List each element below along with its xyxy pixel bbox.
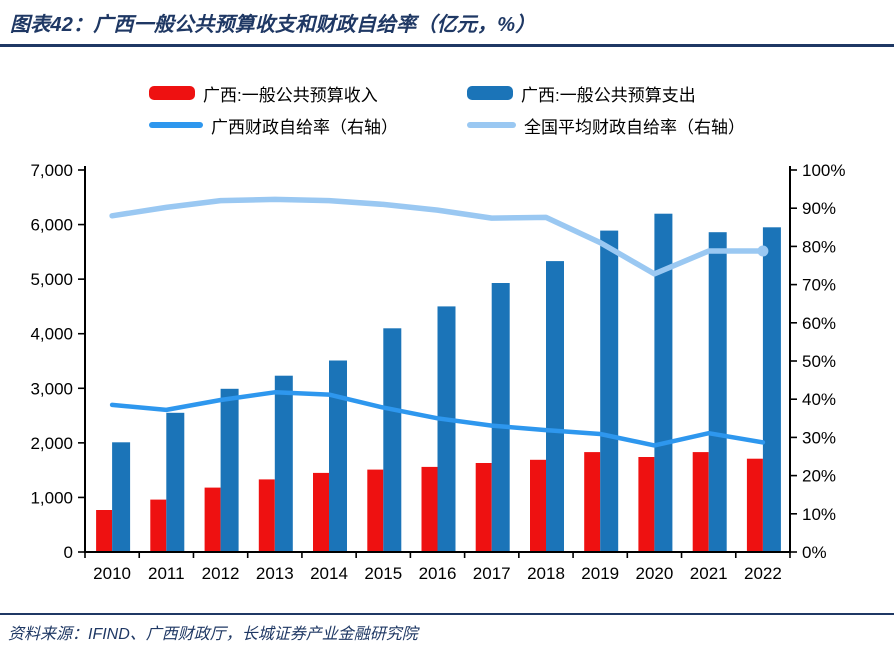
x-tick-label: 2019 [581,564,619,583]
bar [546,261,564,552]
left-tick-label: 3,000 [30,379,73,398]
right-tick-label: 50% [802,352,836,371]
right-axis-ticks: 0% 10% 20% 30% 40% 50% 60% 70% 80% 90% 100% [790,161,845,562]
x-tick-label: 2015 [364,564,402,583]
bar [746,458,763,552]
source-note: 资料来源：IFIND、广西财政厅，长城证券产业金融研究院 [8,626,418,643]
bar [150,499,167,552]
x-tick-label: 2012 [202,564,240,583]
x-axis-ticks: 2010 2011 2012 2013 2014 2015 2016 2017 2018 2019… [84,552,791,583]
bar [383,328,402,552]
bar [600,230,619,552]
bar [491,283,510,552]
legend-item-expenditure: 广西:一般公共预算支出 [467,81,745,106]
bar [437,306,456,552]
legend-swatch-national-rate-line [467,122,516,128]
line-0 [109,390,766,448]
bar [708,232,727,552]
right-tick-label: 70% [802,276,836,295]
x-tick-label: 2018 [527,564,565,583]
legend-item-guangxi-rate: 广西财政自给率（右轴） [149,113,427,138]
legend-label-guangxi-rate: 广西财政自给率（右轴） [211,117,398,137]
right-tick-label: 20% [802,467,836,486]
right-tick-label: 60% [802,314,836,333]
right-tick-label: 10% [802,505,836,524]
right-tick-label: 90% [802,199,836,218]
x-tick-label: 2016 [419,564,457,583]
bars-0 [96,452,763,552]
bar [530,459,546,552]
left-tick-label: 1,000 [30,488,73,507]
left-axis-ticks: 0 1,000 2,000 3,000 4,000 5,000 6,000 7,000 [30,161,85,562]
left-tick-label: 2,000 [30,434,73,453]
legend-label-national-rate: 全国平均财政自给率（右轴） [524,117,745,137]
bar-series-group [96,213,781,553]
bar [762,227,781,553]
right-tick-label: 30% [802,428,836,447]
legend-row-lines: 广西财政自给率（右轴） 全国平均财政自给率（右轴） [0,112,894,138]
right-tick-label: 0% [802,543,827,562]
bar [166,412,185,552]
bars-1 [112,213,781,553]
line-1 [109,196,769,277]
legend-item-national-rate: 全国平均财政自给率（右轴） [467,113,745,138]
line-series-group [109,196,769,448]
footer-divider [0,613,894,615]
title-divider [0,44,894,47]
line-end-dot [757,245,769,257]
bar [274,375,293,552]
x-tick-label: 2017 [473,564,511,583]
figure-title: 图表42：广西一般公共预算收支和财政自给率（亿元，%） [10,14,536,36]
bar [692,452,709,552]
bar [204,487,221,552]
x-tick-label: 2013 [256,564,294,583]
left-tick-label: 4,000 [30,325,73,344]
left-tick-label: 0 [64,543,73,562]
budget-chart: 0 1,000 2,000 3,000 4,000 5,000 6,000 7,000 0% 10… [30,161,845,583]
bar [220,388,239,552]
left-tick-label: 6,000 [30,216,73,235]
right-tick-label: 80% [802,237,836,256]
left-tick-label: 5,000 [30,270,73,289]
bar [638,457,655,552]
x-tick-label: 2014 [310,564,348,583]
legend-swatch-revenue-bar [149,86,195,100]
x-tick-label: 2022 [744,564,782,583]
legend-item-revenue: 广西:一般公共预算收入 [149,81,427,106]
bar [112,442,131,552]
x-tick-label: 2010 [93,564,131,583]
bar [313,472,329,552]
chart-legend: 广西:一般公共预算收入 广西:一般公共预算支出 广西财政自给率（右轴） 全国平均… [0,80,894,144]
right-tick-label: 40% [802,390,836,409]
legend-label-revenue: 广西:一般公共预算收入 [203,85,378,105]
x-tick-label: 2011 [148,564,185,583]
legend-swatch-guangxi-rate-line [149,122,203,128]
left-tick-label: 7,000 [30,161,73,180]
bar [584,452,601,552]
bar [329,360,347,552]
right-tick-label: 100% [802,161,845,180]
legend-swatch-expenditure-bar [467,86,513,100]
bar [475,463,492,552]
axes [84,166,791,553]
rate-line [109,196,766,277]
bar [654,213,673,552]
legend-row-bars: 广西:一般公共预算收入 广西:一般公共预算支出 [0,80,894,106]
bar [96,510,113,552]
legend-label-expenditure: 广西:一般公共预算支出 [521,85,696,105]
bar [258,479,275,552]
rate-line [109,390,766,448]
bar [367,469,384,552]
bar [421,466,438,552]
x-tick-label: 2020 [635,564,673,583]
x-tick-label: 2021 [690,564,728,583]
